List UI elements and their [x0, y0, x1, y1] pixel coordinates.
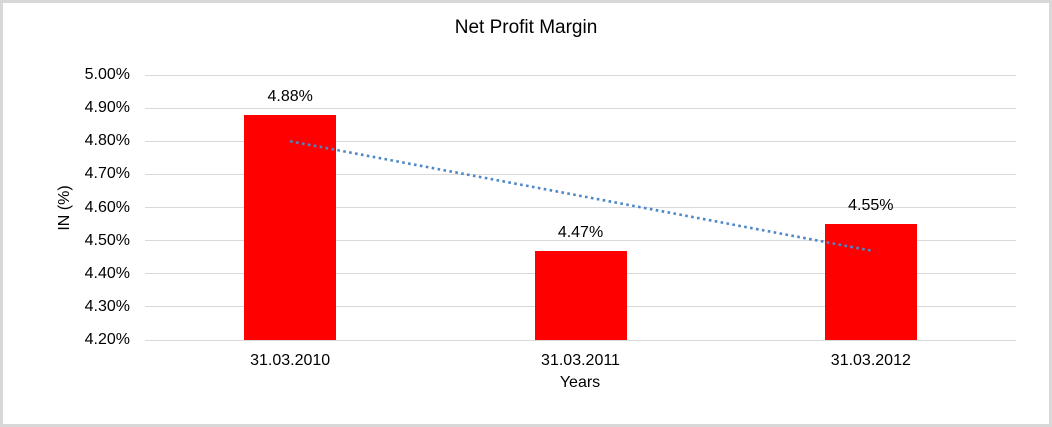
gridline [145, 74, 1016, 76]
chart-title: Net Profit Margin [454, 17, 598, 38]
y-tick-label: 5.00% [84, 66, 130, 83]
y-tick-label: 4.80% [84, 132, 130, 150]
y-tick-label: 4.30% [84, 297, 130, 315]
y-tick-label: 4.90% [84, 99, 130, 117]
gridline [145, 339, 1016, 341]
bar [534, 250, 627, 340]
x-tick-label: 31.03.2010 [250, 352, 331, 369]
bar [244, 114, 337, 340]
y-tick-label: 4.40% [84, 264, 130, 282]
x-tick-label: 31.03.2012 [830, 352, 911, 369]
y-tick-label: 4.60% [84, 198, 130, 216]
y-tick-label: 4.70% [84, 165, 130, 183]
y-tick-label: 4.20% [84, 331, 130, 348]
bar [824, 224, 917, 340]
y-tick-label: 4.50% [84, 231, 130, 249]
x-axis-title: Years [559, 374, 601, 391]
plot-area: 4.88% 4.47% 4.55% [145, 74, 1016, 341]
x-tick-label: 31.03.2011 [541, 352, 620, 369]
bar-data-label: 4.88% [267, 87, 313, 105]
bar-data-label: 4.55% [848, 197, 894, 215]
gridline [145, 107, 1016, 109]
bar-data-label: 4.47% [557, 223, 604, 241]
